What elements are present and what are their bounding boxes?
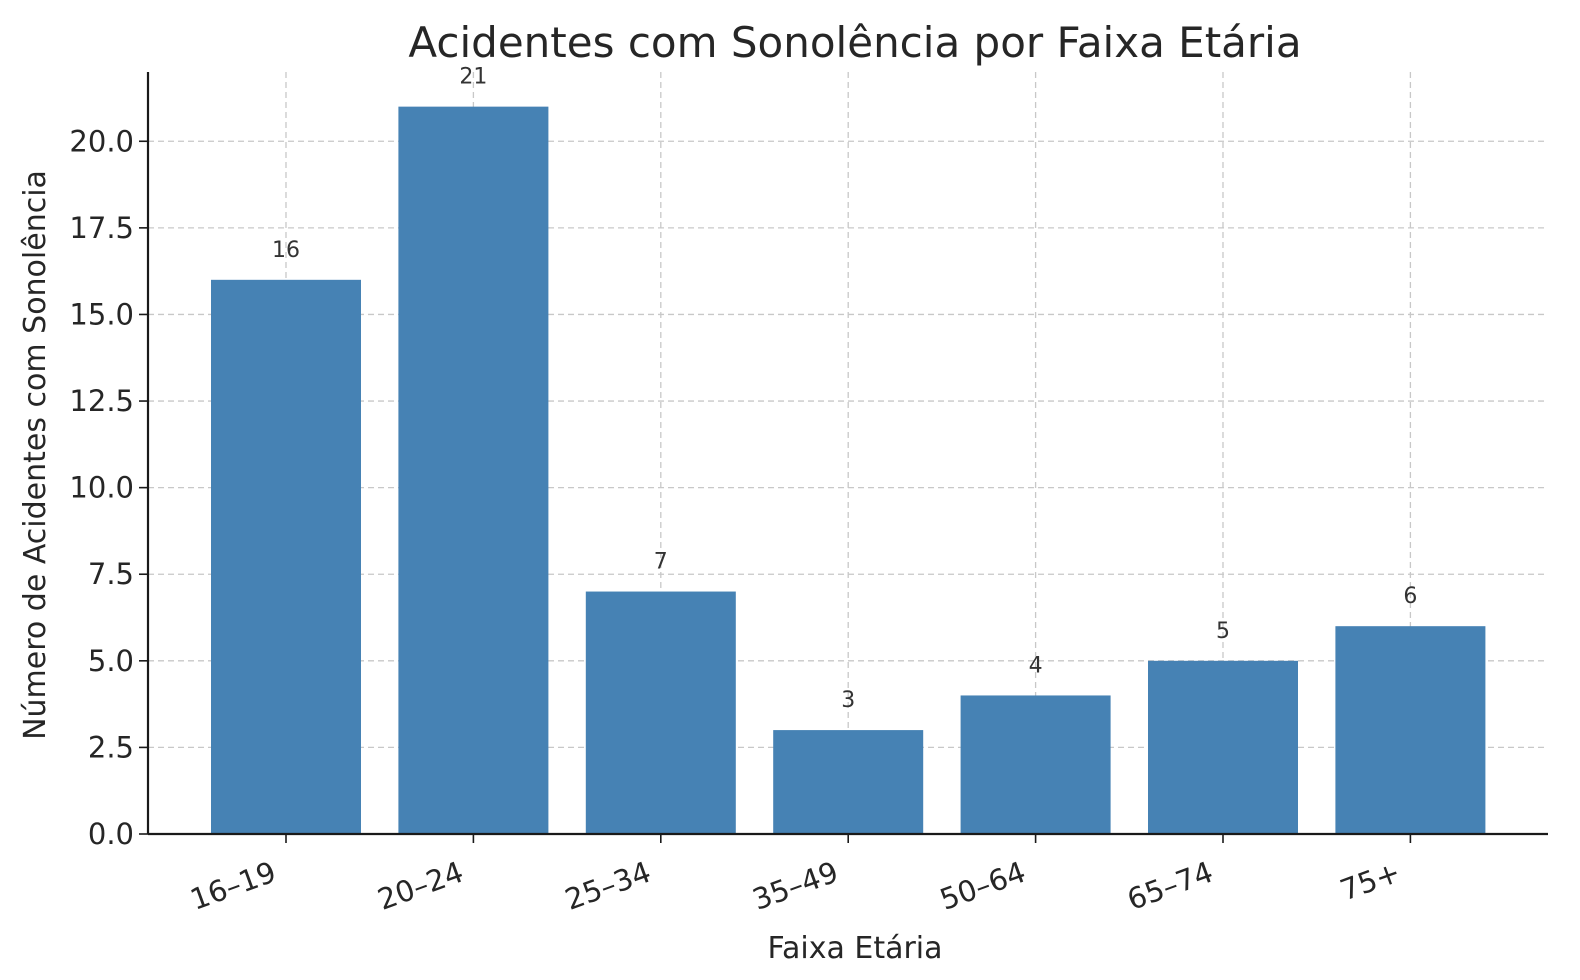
x-tick-label: 16–19 (186, 855, 281, 917)
x-tick-label: 20–24 (373, 855, 468, 917)
x-tick-label: 25–34 (561, 855, 656, 917)
bar-value-label: 6 (1403, 584, 1417, 609)
y-tick-label: 12.5 (69, 384, 134, 418)
bar-6 (1148, 660, 1298, 834)
bar-value-label: 5 (1216, 619, 1230, 644)
y-tick-label: 7.5 (88, 557, 134, 591)
bar-value-label: 4 (1029, 653, 1043, 678)
bar-2 (398, 106, 549, 835)
y-tick-label: 10.0 (69, 471, 134, 505)
y-tick-label: 15.0 (69, 297, 134, 331)
x-tick-label: 50–64 (935, 855, 1030, 917)
y-tick-label: 2.5 (88, 730, 134, 764)
bar-value-label: 21 (459, 65, 487, 90)
bar-5 (960, 695, 1111, 834)
x-tick-label: 75+ (1336, 855, 1405, 908)
y-tick-label: 5.0 (88, 644, 134, 678)
y-axis-label: Número de Acidentes com Sonolência (18, 170, 53, 740)
y-axis-ticks: 0.0 2.5 5.0 7.5 10.0 12.5 15.0 17.5 20.0 (69, 124, 148, 851)
chart-title: Acidentes com Sonolência por Faixa Etári… (408, 18, 1301, 67)
bar-4 (773, 730, 924, 834)
y-tick-label: 20.0 (69, 124, 134, 158)
bar-value-label: 7 (654, 550, 668, 575)
bar-value-label: 16 (272, 238, 300, 263)
value-labels: 16 21 7 3 4 5 6 (272, 65, 1417, 713)
bar-value-label: 3 (841, 688, 855, 713)
x-tick-label: 65–74 (1123, 855, 1218, 917)
bar-3 (585, 591, 736, 834)
x-axis-ticks: 16–19 20–24 25–34 35–49 50–64 65–74 75+ (186, 834, 1412, 917)
y-tick-label: 17.5 (69, 211, 134, 245)
y-tick-label: 0.0 (88, 817, 134, 851)
bar-1 (211, 279, 361, 834)
x-axis-label: Faixa Etária (767, 931, 942, 966)
bars (211, 106, 1486, 835)
bar-7 (1335, 626, 1486, 834)
x-tick-label: 35–49 (748, 855, 843, 917)
